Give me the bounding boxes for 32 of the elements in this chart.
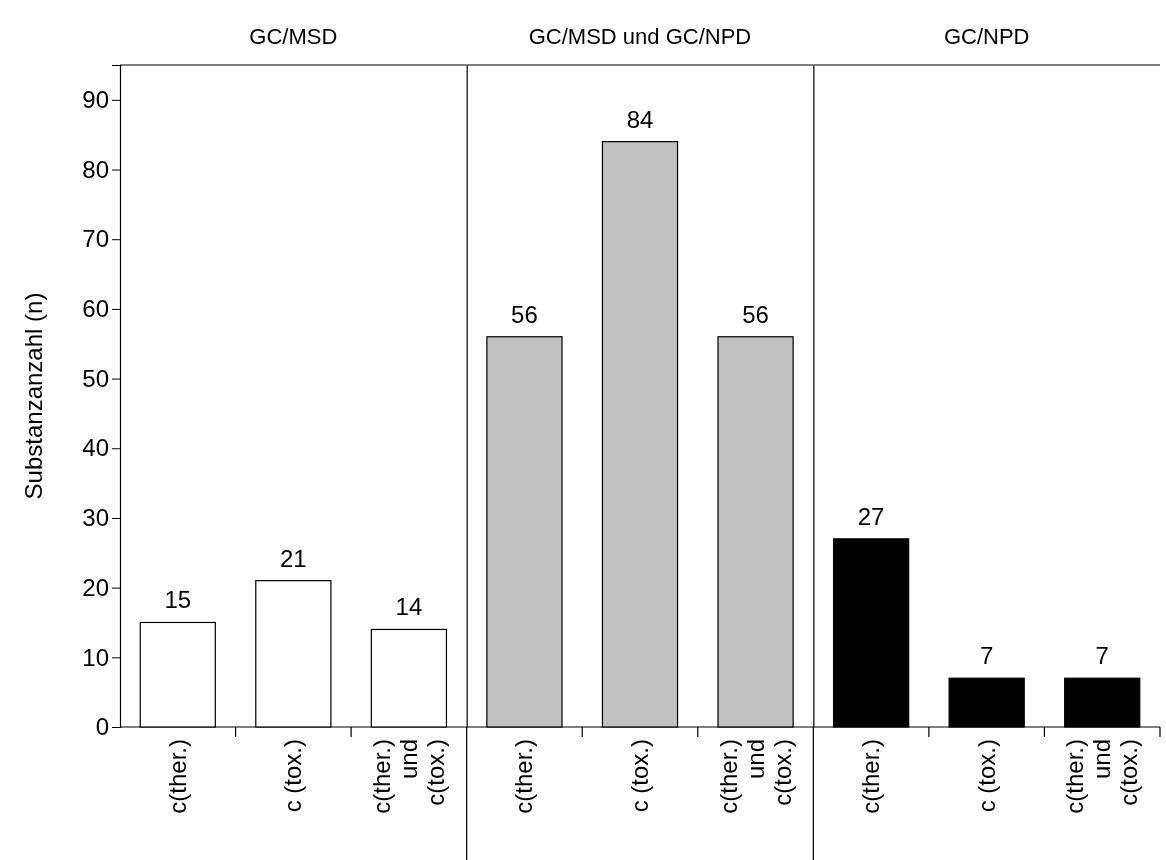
data-label: 84 bbox=[626, 105, 654, 133]
data-label: 21 bbox=[279, 544, 307, 572]
x-tick-label: c(ther.) bbox=[510, 739, 538, 814]
y-tick-label: 30 bbox=[82, 504, 109, 532]
x-tick-label: c(ther.) und c(tox.) bbox=[714, 739, 796, 814]
chart-title: GC/NPD bbox=[943, 24, 1030, 49]
x-tick-label: c(ther.) bbox=[163, 739, 191, 814]
y-axis-title: Substanzanzahl (n) bbox=[20, 292, 47, 500]
y-tick-label: 50 bbox=[82, 364, 109, 392]
data-label: 7 bbox=[1095, 642, 1109, 670]
x-tick-label: c (tox.) bbox=[279, 739, 307, 813]
y-tick-label: 40 bbox=[82, 434, 109, 462]
x-tick-label: c(ther.) und c(tox.) bbox=[1061, 739, 1143, 814]
data-label: 27 bbox=[857, 502, 885, 530]
data-label: 56 bbox=[742, 300, 769, 328]
x-tick-label: c (tox.) bbox=[626, 739, 653, 813]
data-label: 14 bbox=[395, 593, 423, 621]
x-tick-label: c(ther.) bbox=[857, 739, 885, 814]
chart-title: GC/MSD und GC/NPD bbox=[528, 24, 752, 49]
y-tick-label: 80 bbox=[82, 155, 109, 183]
y-tick-label: 20 bbox=[82, 573, 109, 601]
y-tick-label: 10 bbox=[82, 643, 109, 671]
x-tick-label: c (tox.) bbox=[972, 739, 1000, 813]
y-tick-label: 90 bbox=[82, 86, 109, 114]
y-tick-label: 70 bbox=[82, 225, 109, 253]
y-tick-label: 0 bbox=[95, 713, 109, 741]
data-label: 15 bbox=[164, 586, 192, 614]
chart-title: GC/MSD bbox=[249, 24, 338, 49]
data-label: 56 bbox=[511, 300, 538, 328]
x-tick-label: c(ther.) und c(tox.) bbox=[367, 739, 449, 814]
y-tick-label: 60 bbox=[82, 295, 109, 323]
data-label: 7 bbox=[979, 642, 994, 670]
